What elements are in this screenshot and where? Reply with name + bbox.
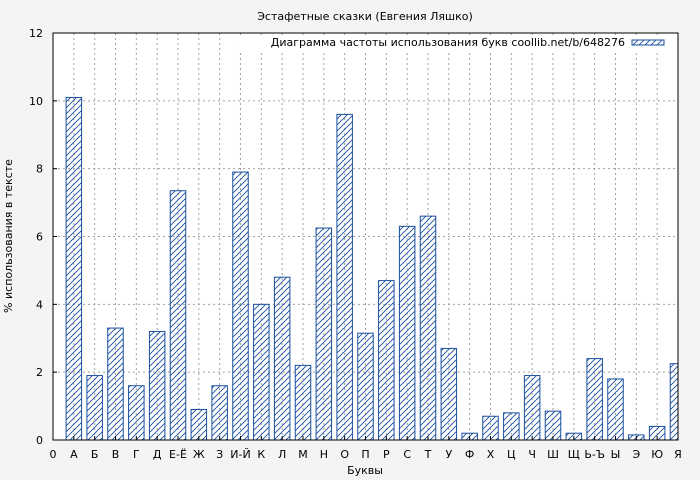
chart-title: Эстафетные сказки (Евгения Ляшко) [257, 10, 473, 23]
y-axis-ticks: 0 2 4 6 8 10 12 [29, 27, 57, 447]
bar-С [398, 225, 416, 440]
bar-Ж [190, 408, 208, 440]
bar-В [107, 327, 124, 440]
x-tick-label: К [257, 448, 265, 461]
bar-Ь-Ъ [586, 358, 603, 440]
x-tick-label: О [340, 448, 349, 461]
bar-Е-Ё [169, 190, 187, 440]
legend: Диаграмма частоты использования букв coo… [240, 35, 674, 50]
x-tick-label: Ч [528, 448, 536, 461]
x-tick-label: Ц [507, 448, 516, 461]
y-tick-label: 2 [36, 366, 43, 379]
x-tick-label: Д [153, 448, 162, 461]
bar-Ц [503, 412, 520, 440]
bar-Н [315, 227, 333, 440]
bar-З [211, 385, 228, 440]
x-tick-label: В [112, 448, 120, 461]
y-tick-label: 4 [36, 298, 43, 311]
x-tick-label: Б [91, 448, 99, 461]
y-tick-label: 0 [36, 434, 43, 447]
x-tick-label: Т [424, 448, 432, 461]
y-tick-label: 8 [36, 163, 43, 176]
x-tick-label: Ш [547, 448, 559, 461]
bar-Т [419, 215, 437, 440]
bar-Б [86, 375, 103, 440]
bar-Ы [607, 378, 624, 440]
bar-О [336, 113, 353, 440]
x-tick-label: П [361, 448, 369, 461]
bar-Г [128, 385, 145, 440]
x-tick-label: Ы [611, 448, 621, 461]
x-tick-label: Ф [465, 448, 474, 461]
x-tick-label: Е-Ё [169, 448, 187, 461]
x-tick-label: З [216, 448, 223, 461]
x-tick-label: Г [133, 448, 140, 461]
x-axis-label: Буквы [347, 464, 383, 477]
legend-label: Диаграмма частоты использования букв coo… [271, 36, 625, 49]
x-tick-label: Ж [193, 448, 205, 461]
x-tick-label: Щ [568, 448, 580, 461]
bars [65, 96, 678, 440]
y-tick-label: 10 [29, 95, 43, 108]
x-tick-label: Л [278, 448, 286, 461]
legend-swatch [631, 39, 665, 46]
legend-background [240, 35, 674, 50]
x-tick-label: Э [632, 448, 640, 461]
bar-У [440, 347, 458, 440]
bar-Р [378, 280, 395, 440]
bar-Л [273, 276, 291, 440]
bar-А [65, 96, 83, 440]
x-tick-label: Ю [651, 448, 663, 461]
x-tick-label: И-Й [230, 448, 250, 461]
x-tick-label: Я [674, 448, 682, 461]
bar-Ш [544, 410, 562, 440]
bar-М [294, 364, 312, 440]
grid [53, 33, 678, 440]
x-tick-label: М [298, 448, 308, 461]
x-tick-label: Р [383, 448, 390, 461]
x-axis-ticks: 0 А Б В Г Д Е-Ё Ж З И-Й К Л М Н О П Р С Т У Ф Х Ц Ч Ш Щ Ь-Ъ Ы Э Ю Я [50, 436, 682, 461]
bar-Д [148, 330, 166, 440]
y-tick-label: 12 [29, 27, 43, 40]
y-axis-label: % использования в тексте [2, 159, 15, 313]
bar-П [357, 332, 374, 440]
x-tick-label: Ь-Ъ [584, 448, 605, 461]
y-tick-label: 6 [36, 231, 43, 244]
x-tick-label: Н [320, 448, 328, 461]
bar-К [253, 303, 270, 440]
bar-И-Й [232, 171, 249, 440]
x-tick-label: А [70, 448, 78, 461]
bar-Ч [523, 375, 541, 440]
x-tick-label: У [445, 448, 452, 461]
x-tick-label: Х [487, 448, 495, 461]
x-tick-label-origin: 0 [50, 448, 57, 461]
x-tick-label: С [403, 448, 411, 461]
